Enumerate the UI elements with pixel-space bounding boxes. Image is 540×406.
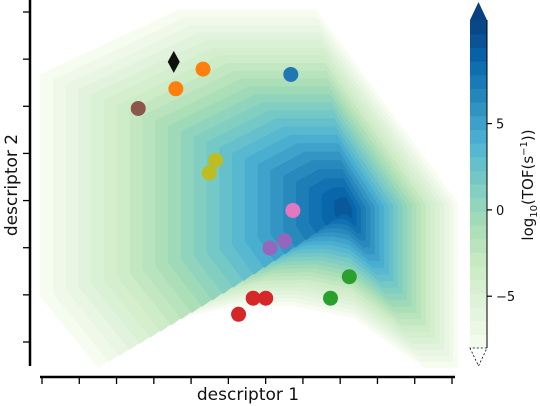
colorbar-tick-label: −5 xyxy=(496,290,515,305)
data-point xyxy=(262,240,278,256)
colorbar-segment xyxy=(470,320,487,335)
colorbar-segment xyxy=(470,266,487,281)
colorbar-segment xyxy=(470,47,487,62)
colorbar-tick-label: 0 xyxy=(496,204,504,219)
data-point xyxy=(231,306,247,322)
data-point xyxy=(245,290,261,306)
data-point xyxy=(208,152,224,168)
contour-fill xyxy=(40,10,458,368)
colorbar-segment xyxy=(470,293,487,308)
colorbar-segment xyxy=(470,334,487,349)
data-point xyxy=(323,290,339,306)
axes xyxy=(23,0,455,384)
data-point xyxy=(283,66,299,82)
data-point xyxy=(195,61,211,77)
data-point xyxy=(277,233,293,249)
colorbar-segment xyxy=(470,129,487,144)
colorbar-segment xyxy=(470,61,487,76)
colorbar-segment xyxy=(470,279,487,294)
colorbar-segment xyxy=(470,102,487,117)
x-ticks xyxy=(41,377,453,384)
data-points xyxy=(130,50,357,322)
colorbar-segment xyxy=(470,156,487,171)
colorbar-segment xyxy=(470,307,487,322)
colorbar-segment xyxy=(470,88,487,103)
data-point xyxy=(201,165,217,181)
y-ticks xyxy=(23,11,30,343)
data-point xyxy=(285,202,301,218)
colorbar-segment xyxy=(470,74,487,89)
colorbar-segment xyxy=(470,20,487,35)
data-point xyxy=(341,269,357,285)
colorbar-segment xyxy=(470,184,487,199)
data-point xyxy=(130,100,146,116)
colorbar-segment xyxy=(470,197,487,212)
colorbar-segment xyxy=(470,33,487,48)
colorbar-extend-bottom xyxy=(469,347,488,367)
colorbar-segment xyxy=(470,238,487,253)
colorbar-segment xyxy=(470,211,487,226)
colorbar-segment xyxy=(470,170,487,185)
colorbar-segment xyxy=(470,252,487,267)
colorbar-extend-top xyxy=(470,2,487,20)
data-point xyxy=(258,290,274,306)
x-axis-label: descriptor 1 xyxy=(197,385,299,405)
colorbar: 5 0 −5 log10(TOF(s−1)) xyxy=(469,2,540,367)
colorbar-fill xyxy=(469,2,488,367)
contour-level xyxy=(334,197,352,218)
data-point xyxy=(168,81,184,97)
data-point-diamond xyxy=(167,50,180,73)
colorbar-segment xyxy=(470,143,487,158)
colorbar-segment xyxy=(470,115,487,130)
colorbar-label: log10(TOF(s−1)) xyxy=(519,129,540,240)
colorbar-ticks: 5 0 −5 xyxy=(487,118,515,305)
colorbar-tick-label: 5 xyxy=(496,118,504,133)
y-axis-label: descriptor 2 xyxy=(2,134,22,236)
colorbar-segment xyxy=(470,225,487,240)
